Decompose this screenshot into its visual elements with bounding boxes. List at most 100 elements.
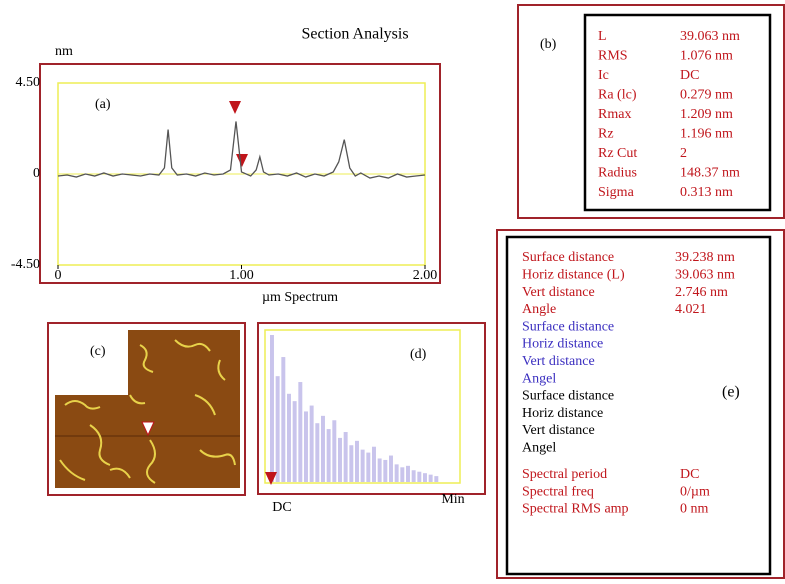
spectrum-bar bbox=[321, 415, 325, 482]
panel-b-frame bbox=[517, 4, 785, 219]
measure-label: Vert distance bbox=[522, 285, 595, 300]
fibril bbox=[199, 449, 236, 466]
measure-label: Surface distance bbox=[522, 389, 614, 404]
spectrum-bar bbox=[389, 455, 393, 482]
stat-value: 39.063 nm bbox=[680, 29, 740, 44]
spectrum-bar bbox=[394, 464, 399, 482]
spectrum-bar bbox=[315, 423, 320, 482]
stat-label: RMS bbox=[598, 49, 628, 64]
measure-label: Surface distance bbox=[522, 319, 614, 334]
measure-label: Surface distance bbox=[522, 250, 614, 265]
measure-value: 0 nm bbox=[680, 502, 709, 517]
image-corner bbox=[55, 330, 128, 395]
stat-label: Rz Cut bbox=[598, 146, 637, 161]
spectrum-bar bbox=[304, 411, 308, 482]
spectrum-bar bbox=[326, 429, 331, 482]
spectrum-bar bbox=[309, 405, 314, 482]
measure-box bbox=[505, 235, 772, 576]
stats-box bbox=[583, 13, 772, 212]
measure-label: Angel bbox=[522, 441, 556, 456]
spectrum-bar bbox=[349, 445, 354, 482]
panel-label: (a) bbox=[95, 97, 111, 112]
spectrum-bar bbox=[287, 393, 291, 482]
measure-label: Spectral freq bbox=[522, 484, 594, 499]
fibril bbox=[129, 394, 146, 405]
spectrum-bar bbox=[338, 437, 342, 482]
stat-label: Sigma bbox=[598, 185, 635, 200]
measure-value: 2.746 nm bbox=[675, 285, 728, 300]
panel-label: (e) bbox=[722, 384, 740, 401]
panel-c-frame bbox=[47, 322, 246, 496]
panel-a-frame bbox=[39, 63, 441, 284]
measure-label: Vert distance bbox=[522, 423, 595, 438]
fibril bbox=[59, 459, 86, 481]
spectrum-bar bbox=[406, 465, 410, 482]
x-axis-label: µm Spectrum bbox=[262, 290, 338, 305]
stat-label: L bbox=[598, 29, 607, 44]
fibril bbox=[217, 359, 226, 381]
measure-label: Horiz distance bbox=[522, 406, 603, 421]
spectrum-bar bbox=[383, 459, 388, 482]
measure-label: Horiz distance (L) bbox=[522, 268, 625, 283]
stat-value: 1.209 nm bbox=[680, 107, 733, 122]
spectrum-bar bbox=[400, 467, 405, 482]
stat-label: Rmax bbox=[598, 107, 631, 122]
title: Section Analysis bbox=[301, 26, 408, 43]
spectrum-end: Min bbox=[441, 492, 464, 507]
fibril bbox=[89, 424, 111, 466]
spectrum-bar bbox=[366, 452, 371, 482]
measure-label: Spectral period bbox=[522, 467, 607, 482]
stat-value: 0.313 nm bbox=[680, 185, 733, 200]
fibril bbox=[139, 344, 154, 373]
spectrum-start: DC bbox=[272, 500, 291, 515]
fibril bbox=[174, 339, 211, 352]
spectrum-bar bbox=[332, 420, 337, 482]
spectrum-bar bbox=[411, 470, 416, 482]
measure-value: 4.021 bbox=[675, 302, 707, 317]
cursor bbox=[229, 101, 241, 114]
measure-value: 39.063 nm bbox=[675, 268, 735, 283]
panel-e-frame bbox=[496, 229, 785, 579]
panel-label: (b) bbox=[540, 37, 557, 52]
spectrum-area bbox=[264, 329, 461, 484]
spectrum-bar bbox=[377, 458, 382, 482]
spectrum-bar bbox=[360, 449, 365, 482]
y-tick-label: -4.50 bbox=[11, 257, 40, 272]
measure-value: 39.238 nm bbox=[675, 250, 735, 265]
spectrum-bar bbox=[417, 471, 422, 482]
spectrum-bar bbox=[428, 474, 433, 482]
spectrum-bar bbox=[292, 401, 297, 482]
stat-value: 2 bbox=[680, 146, 687, 161]
measure-label: Angel bbox=[522, 371, 556, 386]
fibrils bbox=[59, 339, 236, 484]
stat-value: 1.076 nm bbox=[680, 49, 733, 64]
y-unit: nm bbox=[55, 44, 73, 59]
cursor bbox=[265, 472, 277, 485]
stat-label: Ra (lc) bbox=[598, 88, 637, 103]
stat-value: 148.37 nm bbox=[680, 166, 740, 181]
spectrum-bar bbox=[343, 432, 348, 482]
spectrum-bar bbox=[355, 440, 359, 482]
cursor bbox=[236, 154, 248, 167]
stat-value: 0.279 nm bbox=[680, 88, 733, 103]
spectrum-bar bbox=[275, 376, 280, 482]
y-tick-label: 0 bbox=[33, 166, 40, 181]
measure-label: Angle bbox=[522, 302, 556, 317]
panel-label: (d) bbox=[410, 347, 427, 362]
stat-label: Ic bbox=[598, 68, 609, 83]
panel-d-frame bbox=[257, 322, 486, 495]
fibril bbox=[109, 467, 131, 479]
stat-value: DC bbox=[680, 68, 699, 83]
measure-label: Spectral RMS amp bbox=[522, 502, 629, 517]
spectrum-bar bbox=[281, 357, 286, 482]
fibril bbox=[64, 400, 101, 410]
spectrum-bar bbox=[372, 446, 376, 482]
stat-label: Radius bbox=[598, 166, 637, 181]
fibril bbox=[145, 439, 156, 484]
spectrum-bar bbox=[423, 473, 427, 482]
x-tick-label: 0 bbox=[55, 268, 62, 283]
measure-label: Vert distance bbox=[522, 354, 595, 369]
panel-label: (c) bbox=[90, 344, 106, 359]
